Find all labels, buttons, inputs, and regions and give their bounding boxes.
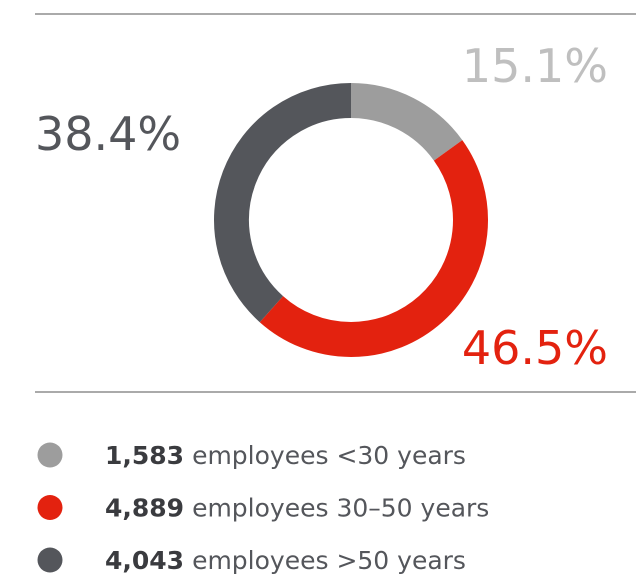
legend-entry: 4,043 employees >50 years — [105, 546, 466, 575]
value-label: 46.5% — [462, 321, 608, 375]
donut-segment — [350, 83, 463, 161]
legend-swatch — [37, 547, 63, 573]
legend-count: 1,583 — [105, 441, 184, 470]
donut-segment — [259, 140, 488, 357]
legend-swatch — [37, 442, 63, 468]
legend-count: 4,889 — [105, 494, 184, 523]
legend-label: employees 30–50 years — [192, 494, 489, 523]
value-label: 38.4% — [35, 107, 181, 161]
value-labels: 15.1% 46.5% 38.4% — [35, 39, 608, 375]
legend-swatch — [37, 495, 63, 520]
legend-count: 4,043 — [105, 546, 184, 575]
donut — [214, 83, 488, 357]
legend-label: employees <30 years — [192, 441, 466, 470]
legend: 1,583 employees <30 years 4,889 employees 3… — [37, 441, 489, 575]
donut-segment — [214, 83, 352, 323]
legend-label: employees >50 years — [192, 546, 466, 575]
legend-entry: 1,583 employees <30 years — [105, 441, 466, 470]
value-label: 15.1% — [462, 39, 608, 93]
legend-entry: 4,889 employees 30–50 years — [105, 494, 489, 523]
